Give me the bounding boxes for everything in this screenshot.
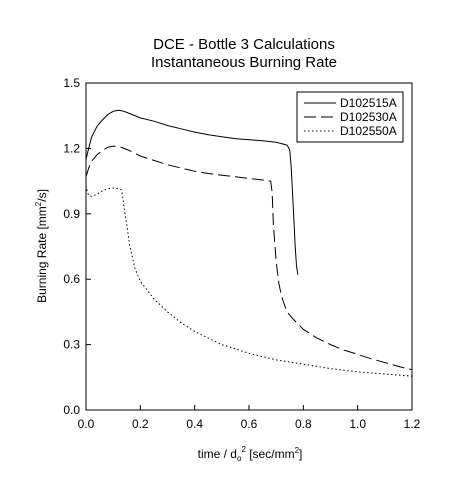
series-line-d102515a: [85, 109, 299, 275]
chart-title-line-1: DCE - Bottle 3 Calculations: [153, 36, 335, 53]
y-tick-label: 1.2: [63, 141, 80, 155]
x-axis: 0.0 0.2 0.4 0.6 0.8 1.0 1.2: [78, 405, 421, 431]
x-axis-title: time / do2 [sec/mm2]: [198, 445, 303, 463]
legend-label-d102515a: D102515A: [340, 96, 397, 110]
x-axis-title-main: time / d: [198, 447, 237, 461]
x-axis-title-sub: o: [237, 454, 242, 463]
x-tick-label: 1.2: [404, 417, 421, 431]
y-tick-label: 0.9: [63, 207, 80, 221]
x-axis-title-sup: 2: [241, 445, 246, 454]
x-axis-title-unit-sup: 2: [295, 446, 300, 455]
y-axis-title-main: Burning Rate [mm: [35, 206, 49, 303]
x-tick-label: 0.6: [241, 417, 258, 431]
series-line-d102550a: [85, 185, 413, 377]
series-layer: [85, 109, 413, 377]
x-tick-label: 1.0: [349, 417, 366, 431]
x-tick-label: 0.0: [78, 417, 95, 431]
y-tick-label: 0.0: [63, 403, 80, 417]
x-axis-title-unit: [sec/mm: [246, 447, 295, 461]
y-axis: 0.0 0.3 0.6 0.9 1.2 1.5: [63, 76, 91, 417]
y-axis-title-sup: 2: [34, 201, 43, 206]
legend-label-d102550a: D102550A: [340, 124, 397, 138]
y-tick-label: 1.5: [63, 76, 80, 90]
x-tick-label: 0.4: [186, 417, 203, 431]
series-line-d102530a: [85, 145, 413, 371]
x-tick-label: 0.8: [295, 417, 312, 431]
y-tick-label: 0.6: [63, 272, 80, 286]
x-tick-label: 0.2: [132, 417, 149, 431]
y-axis-title: Burning Rate [mm2/s]: [34, 189, 49, 303]
y-tick-label: 0.3: [63, 338, 80, 352]
x-axis-title-end: ]: [299, 447, 302, 461]
y-axis-title-end: /s]: [35, 189, 49, 202]
chart-title: DCE - Bottle 3 Calculations Instantaneou…: [151, 36, 337, 71]
chart-title-line-2: Instantaneous Burning Rate: [151, 54, 337, 71]
legend-label-d102530a: D102530A: [340, 110, 397, 124]
